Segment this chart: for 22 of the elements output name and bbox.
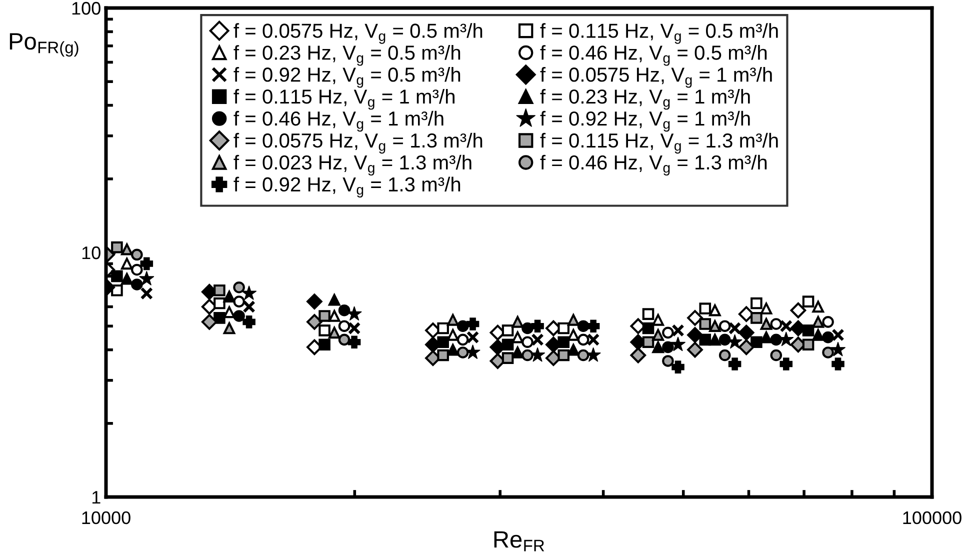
legend-label: f = 0.115 Hz, V$_{g}$ = 1 m³/h bbox=[234, 88, 454, 110]
y-tick-label: 100 bbox=[72, 2, 100, 15]
legend-label: f = 0.46 Hz, V$_{g}$ = 1.3 m³/h bbox=[540, 154, 767, 176]
legend-label: f = 0.92 Hz, V$_{g}$ = 1.3 m³/h bbox=[234, 176, 460, 198]
legend-label: f = 0.0575 Hz, V$_{g}$ = 1.3 m³/h bbox=[234, 132, 482, 154]
legend-label: f = 0.0575 Hz, V$_{g}$ = 0.5 m³/h bbox=[234, 23, 482, 44]
y-axis-title: Po$_{FR(g)}$ bbox=[10, 33, 78, 57]
y-tick-label: 1 bbox=[92, 491, 100, 504]
legend-label: f = 0.115 Hz, V$_{g}$ = 1.3 m³/h bbox=[540, 132, 778, 154]
x-axis-title: Re$_{FR}$ bbox=[494, 531, 544, 552]
legend-label: f = 0.115 Hz, V$_{g}$ = 0.5 m³/h bbox=[540, 23, 778, 44]
x-tick-label: 100000 bbox=[903, 511, 962, 524]
legend-label: f = 0.46 Hz, V$_{g}$ = 1 m³/h bbox=[234, 110, 444, 132]
legend-label: f = 0.23 Hz, V$_{g}$ = 1 m³/h bbox=[540, 88, 750, 110]
legend-label: f = 0.0575 Hz, V$_{g}$ = 1 m³/h bbox=[540, 67, 772, 88]
legend-label: f = 0.46 Hz, V$_{g}$ = 0.5 m³/h bbox=[540, 45, 767, 66]
legend-label: f = 0.92 Hz, V$_{g}$ = 0.5 m³/h bbox=[234, 67, 460, 88]
y-tick-label: 10 bbox=[82, 246, 100, 260]
x-tick-label: 10000 bbox=[82, 511, 130, 524]
legend-label: f = 0.92 Hz, V$_{g}$ = 1 m³/h bbox=[540, 110, 750, 132]
legend-label: f = 0.23 Hz, V$_{g}$ = 0.5 m³/h bbox=[234, 45, 460, 66]
legend-label: f = 0.023 Hz, V$_{g}$ = 1.3 m³/h bbox=[234, 154, 472, 176]
